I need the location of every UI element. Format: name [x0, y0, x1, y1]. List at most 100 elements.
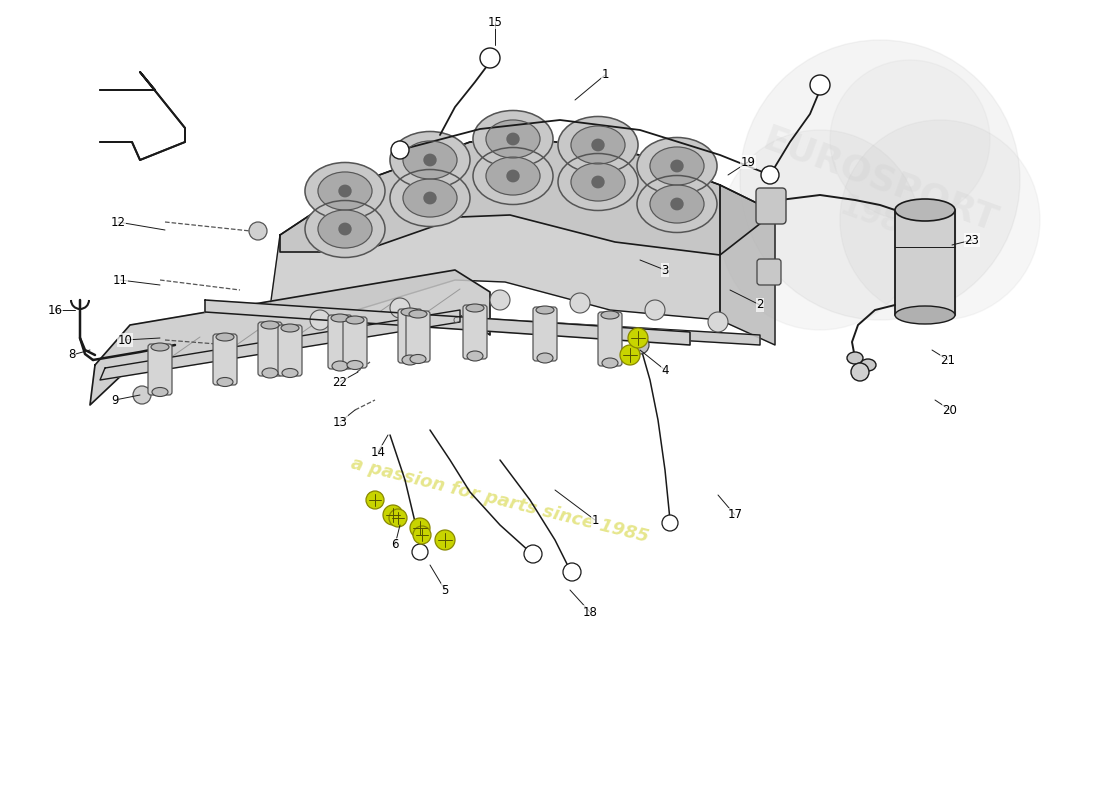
- Text: 19: 19: [740, 155, 756, 169]
- Circle shape: [740, 40, 1020, 320]
- Text: 1: 1: [592, 514, 598, 526]
- Ellipse shape: [217, 378, 233, 386]
- FancyBboxPatch shape: [213, 334, 236, 385]
- Polygon shape: [280, 138, 776, 255]
- Polygon shape: [895, 210, 955, 315]
- Text: 12: 12: [110, 215, 125, 229]
- Ellipse shape: [601, 311, 619, 319]
- Text: a passion for parts since 1985: a passion for parts since 1985: [349, 454, 651, 546]
- Ellipse shape: [280, 324, 299, 332]
- Text: 1985: 1985: [835, 192, 925, 248]
- Circle shape: [390, 298, 410, 318]
- Ellipse shape: [486, 157, 540, 195]
- FancyBboxPatch shape: [756, 188, 786, 224]
- Circle shape: [645, 300, 665, 320]
- Ellipse shape: [637, 175, 717, 233]
- Text: 10: 10: [118, 334, 132, 346]
- Ellipse shape: [602, 358, 618, 368]
- FancyBboxPatch shape: [598, 312, 622, 366]
- Circle shape: [410, 518, 430, 538]
- Polygon shape: [100, 310, 460, 380]
- FancyBboxPatch shape: [534, 307, 557, 361]
- FancyBboxPatch shape: [398, 309, 422, 363]
- Circle shape: [412, 526, 431, 544]
- Circle shape: [480, 48, 501, 68]
- Ellipse shape: [650, 185, 704, 223]
- FancyBboxPatch shape: [757, 259, 781, 285]
- Ellipse shape: [409, 310, 427, 318]
- Circle shape: [412, 544, 428, 560]
- Ellipse shape: [346, 361, 363, 370]
- Ellipse shape: [507, 134, 519, 145]
- Circle shape: [631, 336, 649, 354]
- Polygon shape: [720, 185, 775, 345]
- Text: 2: 2: [757, 298, 763, 311]
- Text: 1: 1: [602, 69, 608, 82]
- Ellipse shape: [332, 361, 348, 371]
- Ellipse shape: [860, 359, 876, 371]
- Polygon shape: [100, 72, 185, 160]
- Ellipse shape: [536, 306, 554, 314]
- Text: 16: 16: [47, 303, 63, 317]
- Text: 22: 22: [332, 375, 348, 389]
- Text: 20: 20: [943, 403, 957, 417]
- Ellipse shape: [671, 198, 683, 210]
- Ellipse shape: [262, 368, 278, 378]
- Text: 23: 23: [965, 234, 979, 246]
- Circle shape: [310, 310, 330, 330]
- Ellipse shape: [305, 201, 385, 258]
- Ellipse shape: [637, 138, 717, 194]
- Ellipse shape: [346, 316, 364, 324]
- Circle shape: [810, 75, 830, 95]
- Circle shape: [133, 386, 151, 404]
- Text: 4: 4: [661, 363, 669, 377]
- Circle shape: [840, 120, 1040, 320]
- Circle shape: [383, 505, 403, 525]
- Text: 18: 18: [583, 606, 597, 618]
- Circle shape: [434, 530, 455, 550]
- Ellipse shape: [895, 306, 955, 324]
- Circle shape: [249, 222, 267, 240]
- Text: EUROSPORT: EUROSPORT: [758, 122, 1002, 238]
- Ellipse shape: [261, 321, 279, 329]
- Text: 11: 11: [112, 274, 128, 286]
- Circle shape: [570, 293, 590, 313]
- Ellipse shape: [339, 223, 351, 234]
- Ellipse shape: [152, 387, 168, 397]
- Ellipse shape: [571, 126, 625, 164]
- Ellipse shape: [473, 110, 553, 167]
- Ellipse shape: [486, 120, 540, 158]
- Circle shape: [563, 563, 581, 581]
- Polygon shape: [90, 270, 490, 405]
- Ellipse shape: [390, 170, 470, 226]
- Text: 6: 6: [392, 538, 398, 551]
- Ellipse shape: [424, 192, 436, 204]
- Circle shape: [366, 491, 384, 509]
- Text: 14: 14: [371, 446, 385, 458]
- Text: 5: 5: [441, 583, 449, 597]
- Ellipse shape: [410, 354, 426, 363]
- Text: 21: 21: [940, 354, 956, 366]
- Ellipse shape: [571, 163, 625, 201]
- Circle shape: [490, 290, 510, 310]
- Ellipse shape: [318, 172, 372, 210]
- Text: c: c: [452, 315, 458, 325]
- FancyBboxPatch shape: [148, 344, 172, 395]
- Ellipse shape: [403, 141, 456, 179]
- Polygon shape: [205, 300, 690, 345]
- Ellipse shape: [466, 304, 484, 312]
- Circle shape: [662, 515, 678, 531]
- Circle shape: [720, 130, 920, 330]
- Circle shape: [620, 345, 640, 365]
- Ellipse shape: [282, 369, 298, 378]
- Polygon shape: [270, 138, 720, 320]
- Ellipse shape: [558, 154, 638, 210]
- Ellipse shape: [473, 147, 553, 205]
- Ellipse shape: [216, 333, 234, 341]
- Circle shape: [628, 328, 648, 348]
- Circle shape: [524, 545, 542, 563]
- Text: 15: 15: [487, 15, 503, 29]
- Ellipse shape: [671, 160, 683, 172]
- Circle shape: [830, 60, 990, 220]
- Ellipse shape: [507, 170, 519, 182]
